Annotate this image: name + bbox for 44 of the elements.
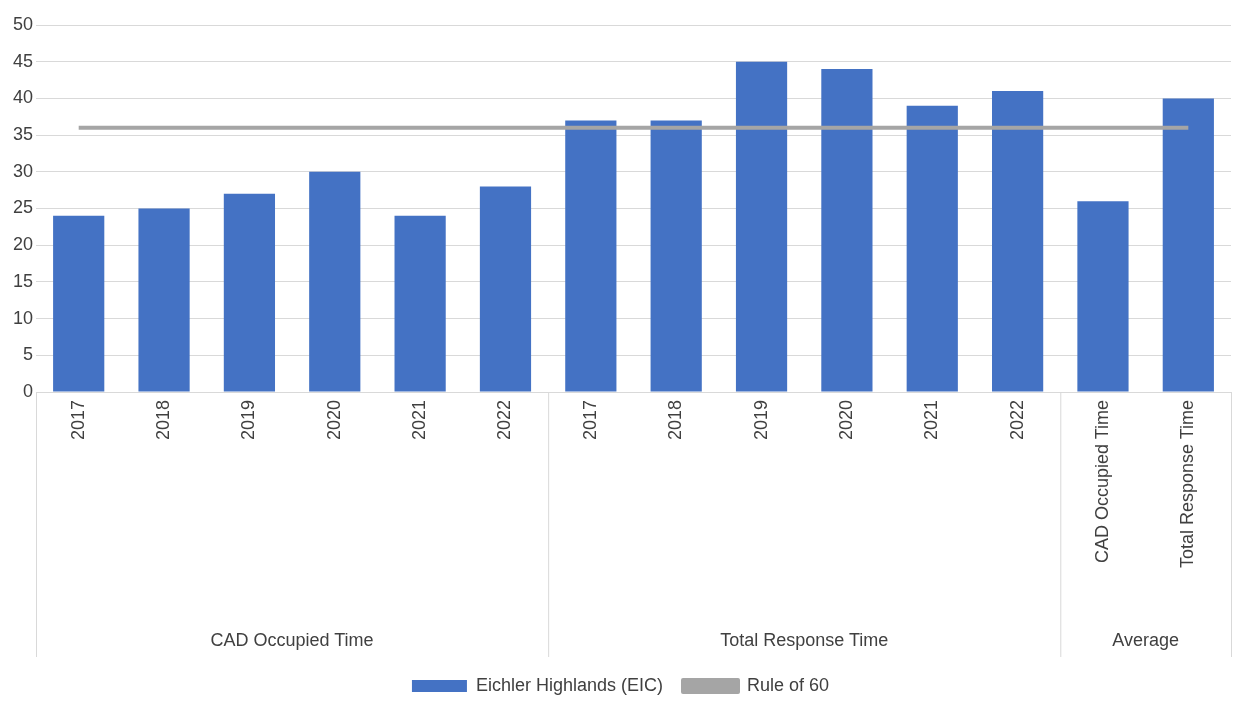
x-tick-label: 2021 xyxy=(921,400,942,441)
bar xyxy=(309,171,361,392)
text: CAD Occupied Time xyxy=(210,629,374,650)
text: Total Response Time xyxy=(720,629,889,650)
bar xyxy=(53,215,105,392)
bar xyxy=(906,105,958,392)
y-tick-label: 25 xyxy=(12,197,34,218)
x-tick-label: 2022 xyxy=(1006,400,1027,441)
y-tick-label: 0 xyxy=(23,380,34,401)
y-tick-label: 15 xyxy=(12,270,34,291)
y-tick-label: 45 xyxy=(12,50,34,71)
y-tick-label: 10 xyxy=(12,307,34,328)
bar xyxy=(223,193,276,392)
x-tick-label: 2019 xyxy=(238,400,259,441)
bar xyxy=(479,186,532,392)
x-tick-label: 2020 xyxy=(835,400,856,441)
x-tick-label: 2020 xyxy=(323,400,344,441)
x-tick-label: CAD Occupied Time xyxy=(1091,400,1112,564)
y-tick-label: 30 xyxy=(12,160,34,181)
bar xyxy=(138,208,190,392)
x-tick-label: 2019 xyxy=(750,400,771,441)
legend-label: Rule of 60 xyxy=(747,674,830,695)
y-tick-label: 50 xyxy=(12,13,34,34)
y-tick-label: 5 xyxy=(23,344,34,365)
bar xyxy=(1077,201,1129,392)
bar xyxy=(735,61,788,392)
bar xyxy=(1162,98,1214,392)
x-tick-label: 2017 xyxy=(67,400,88,441)
text: Average xyxy=(1112,629,1179,650)
legend-label: Eichler Highlands (EIC) xyxy=(475,674,664,695)
x-tick-label: 2021 xyxy=(409,400,430,441)
x-tick-label: 2022 xyxy=(494,400,515,441)
bar xyxy=(565,120,617,392)
bar xyxy=(394,215,446,392)
bar xyxy=(650,120,702,392)
y-tick-label: 20 xyxy=(12,234,34,255)
y-tick-label: 40 xyxy=(12,87,34,108)
x-tick-label: 2018 xyxy=(153,400,174,441)
x-tick-label: 2017 xyxy=(579,400,600,441)
bar xyxy=(992,91,1044,392)
y-tick-label: 35 xyxy=(12,124,34,145)
x-tick-label: Total Response Time xyxy=(1177,400,1198,569)
x-tick-label: 2018 xyxy=(665,400,686,441)
bar xyxy=(821,69,873,392)
